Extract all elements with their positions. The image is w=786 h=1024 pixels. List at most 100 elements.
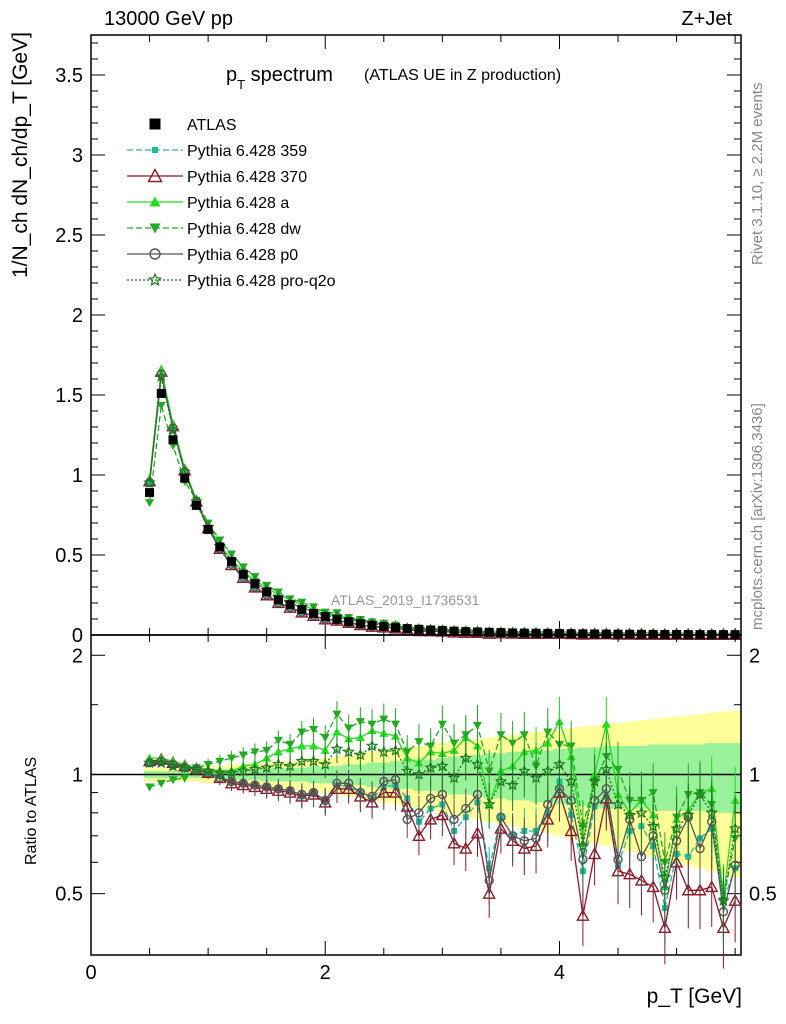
data-point (180, 774, 190, 783)
data-point (508, 739, 518, 748)
legend-entry: Pythia 6.428 p0 (127, 247, 298, 264)
chart-title: pT spectrum (226, 64, 333, 92)
data-point (297, 604, 307, 614)
data-point (225, 766, 238, 779)
data-point (319, 757, 332, 770)
header-energy: 13000 GeV pp (104, 8, 233, 30)
data-point (518, 764, 531, 777)
data-point (435, 808, 450, 821)
data-point (636, 851, 647, 862)
data-point (297, 728, 307, 737)
ratio-y-axis-label: Ratio to ATLAS (23, 757, 40, 865)
data-point (309, 608, 319, 618)
legend-label: Pythia 6.428 dw (187, 221, 301, 238)
data-point (201, 764, 215, 777)
x-axis-label: p_T [GeV] (647, 985, 742, 1008)
data-point (447, 836, 461, 849)
data-point (543, 628, 553, 638)
data-point (613, 629, 623, 639)
data-point (576, 908, 590, 921)
data-point (379, 622, 389, 632)
data-point (308, 787, 319, 798)
data-point (412, 767, 426, 780)
data-point (508, 628, 518, 638)
data-point (156, 401, 166, 410)
data-point (484, 627, 494, 637)
ratio-ytick-label-right: 0.5 (749, 884, 777, 906)
legend-entry: Pythia 6.428 a (127, 195, 289, 212)
data-point (543, 799, 553, 810)
legend-marker (152, 147, 158, 153)
data-point (250, 579, 260, 589)
data-point (262, 587, 272, 597)
data-point (367, 791, 377, 802)
data-point (272, 757, 285, 770)
data-point (566, 742, 576, 751)
data-point (553, 757, 566, 770)
data-point (578, 629, 588, 639)
data-point (461, 627, 471, 637)
data-point (447, 771, 461, 784)
data-point (459, 751, 472, 764)
data-point (273, 595, 283, 605)
data-point (554, 629, 564, 639)
main-ytick-label: 1 (72, 465, 83, 487)
data-point (601, 629, 611, 639)
y-axis-label: 1/N_ch dN_ch/dp_T [GeV] (9, 32, 32, 278)
data-point (379, 715, 389, 724)
data-point (472, 721, 482, 730)
data-point (250, 780, 260, 790)
data-point (484, 767, 494, 776)
legend-entry: ATLAS (149, 117, 237, 134)
data-point (168, 776, 178, 785)
data-point (590, 629, 600, 639)
xtick-label: 0 (85, 962, 96, 984)
data-point (320, 733, 330, 742)
data-point (449, 626, 459, 636)
data-point (307, 754, 320, 767)
ratio-panel: 0 2 4 0.5 0.5 1 1 2 2 (55, 634, 777, 984)
legend: ATLAS Pythia 6.428 359 Pythia 6.428 370 Pyt… (127, 117, 336, 290)
legend-label: Pythia 6.428 pro-q2o (187, 273, 336, 290)
main-ytick-label: 0 (72, 625, 83, 647)
data-point (459, 841, 473, 854)
ratio-frame (90, 634, 742, 956)
data-point (496, 812, 506, 822)
data-point (424, 761, 437, 774)
data-point (402, 814, 412, 825)
legend-label: ATLAS (187, 117, 237, 134)
data-point (355, 619, 365, 629)
data-point (414, 738, 424, 747)
data-point (143, 476, 156, 488)
data-point (146, 479, 153, 486)
xtick-label: 2 (320, 962, 331, 984)
data-point (180, 473, 190, 483)
data-point (379, 776, 389, 787)
main-ytick-label: 1.5 (55, 385, 83, 407)
legend-entry: Pythia 6.428 pro-q2o (127, 272, 336, 290)
ratio-ytick-label: 2 (72, 645, 83, 667)
series-ratio-pq2o (143, 731, 742, 942)
chart-title-note: (ATLAS UE in Z production) (364, 67, 561, 84)
main-ytick-label: 0.5 (55, 545, 83, 567)
data-point (623, 867, 637, 880)
data-point (507, 831, 518, 841)
data-point (543, 728, 553, 737)
legend-label: Pythia 6.428 p0 (187, 247, 298, 264)
data-point (332, 778, 342, 788)
data-point (155, 369, 168, 382)
data-point (426, 625, 436, 635)
data-point (330, 742, 344, 755)
ratio-ytick-label-right: 1 (749, 764, 760, 786)
data-point (389, 743, 402, 756)
header-process: Z+Jet (681, 8, 732, 30)
data-point (587, 846, 602, 860)
data-point (412, 828, 426, 841)
legend-marker (149, 248, 161, 260)
data-point (588, 774, 601, 787)
data-point (273, 736, 283, 745)
data-point (344, 617, 354, 627)
legend-marker (149, 118, 161, 130)
data-point (519, 731, 529, 740)
data-point (681, 808, 695, 821)
